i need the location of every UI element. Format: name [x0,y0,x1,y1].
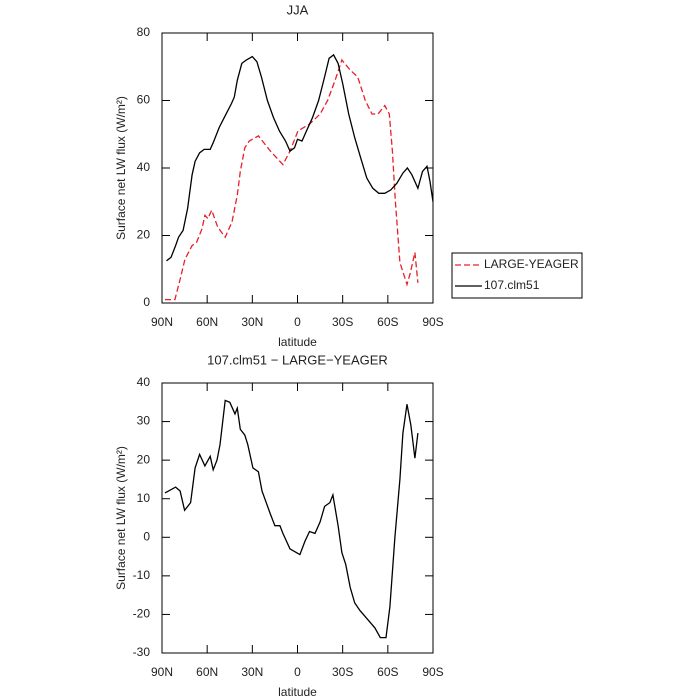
x-tick-label: 0 [294,665,301,679]
legend-box [451,252,583,299]
data-line [165,58,419,301]
x-tick-label: 30S [332,665,353,679]
y-tick-label: 30 [137,414,151,428]
plot-frame [161,32,434,304]
y-tick-label: 40 [137,160,151,174]
legend-label: 107.clm51 [484,278,540,292]
x-tick-label: 30S [332,315,353,329]
legend-label: LARGE-YEAGER [484,257,579,271]
chart-title: JJA [287,2,309,17]
y-tick-label: -20 [133,607,151,621]
x-tick-label: 90S [422,315,443,329]
x-tick-label: 60S [377,665,398,679]
y-tick-label: 0 [143,529,150,543]
data-line [164,399,419,639]
y-tick-label: 20 [137,452,151,466]
x-tick-label: 90S [422,665,443,679]
x-axis-label: latitude [278,685,317,699]
x-tick-label: 60N [196,665,218,679]
x-tick-label: 30N [241,665,263,679]
data-line [166,53,434,262]
y-axis-label: Surface net LW flux (W/m²) [114,96,128,240]
y-tick-label: -10 [133,568,151,582]
y-tick-label: 0 [143,295,150,309]
x-tick-label: 60N [196,315,218,329]
x-tick-label: 60S [377,315,398,329]
y-tick-label: 40 [137,375,151,389]
x-axis-label: latitude [278,335,317,349]
y-tick-label: -30 [133,645,151,659]
y-tick-label: 80 [137,25,151,39]
x-tick-label: 90N [151,665,173,679]
y-tick-label: 60 [137,93,151,107]
x-tick-label: 0 [294,315,301,329]
x-tick-label: 30N [241,315,263,329]
x-tick-label: 90N [151,315,173,329]
plot-frame [161,382,434,654]
y-axis-label: Surface net LW flux (W/m²) [114,446,128,590]
y-tick-label: 20 [137,228,151,242]
y-tick-label: 10 [137,491,151,505]
chart-title: 107.clm51 − LARGE−YEAGER [207,352,388,367]
